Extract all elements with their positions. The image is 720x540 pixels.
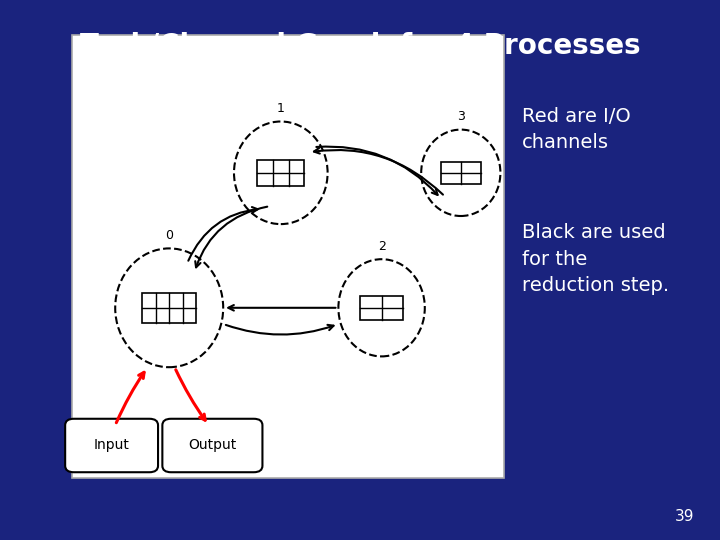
- Text: 1: 1: [277, 102, 284, 115]
- FancyBboxPatch shape: [66, 419, 158, 472]
- Text: Input: Input: [94, 438, 130, 453]
- Text: Red are I/O
channels: Red are I/O channels: [522, 107, 631, 152]
- Text: 0: 0: [165, 229, 174, 242]
- Bar: [360, 296, 403, 320]
- Text: Output: Output: [188, 438, 237, 453]
- Text: 3: 3: [457, 110, 464, 123]
- Bar: [441, 162, 481, 184]
- Ellipse shape: [338, 259, 425, 356]
- Ellipse shape: [234, 122, 328, 224]
- Text: Black are used
for the
reduction step.: Black are used for the reduction step.: [522, 223, 669, 295]
- Bar: [258, 160, 305, 186]
- Text: Task/Channel Graph for 4 Processes: Task/Channel Graph for 4 Processes: [80, 32, 640, 60]
- FancyBboxPatch shape: [162, 419, 262, 472]
- Text: 2: 2: [378, 240, 385, 253]
- Ellipse shape: [115, 248, 223, 367]
- FancyBboxPatch shape: [72, 35, 504, 478]
- Ellipse shape: [421, 130, 500, 216]
- Bar: [142, 293, 196, 322]
- Text: 39: 39: [675, 509, 695, 524]
